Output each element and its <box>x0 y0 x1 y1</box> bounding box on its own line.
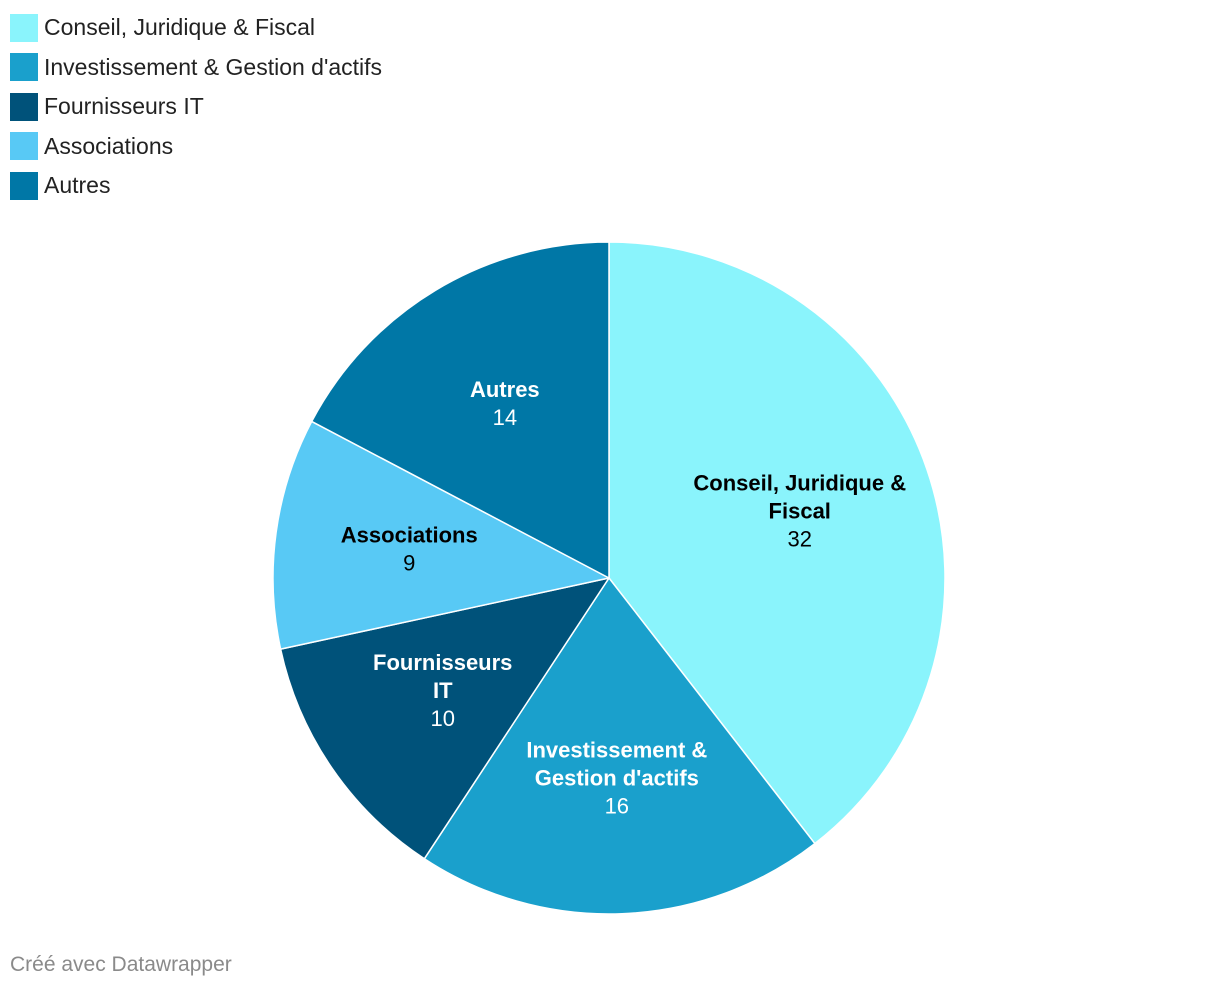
pie-slice-labels: Conseil, Juridique & Fiscal 32 Investisseme… <box>341 377 906 818</box>
slice-category-label: Investissement & <box>526 737 707 762</box>
slice-category-label: Conseil, Juridique & <box>693 471 906 496</box>
slice-category-label: Fiscal <box>769 499 831 524</box>
slice-value-label: 9 <box>403 551 415 576</box>
legend-item-associations: Associations <box>10 127 382 167</box>
pie-slice-fournisseurs-it <box>279 577 610 860</box>
slice-category-label: Gestion d'actifs <box>535 765 699 790</box>
legend-swatch-conseil <box>10 13 38 42</box>
legend-item-investissement: Investissement & Gestion d'actifs <box>10 48 382 88</box>
slice-value-label: 32 <box>788 527 812 552</box>
slice-category-label: Fournisseurs <box>373 650 512 675</box>
legend-item-autres: Autres <box>10 166 382 206</box>
legend-label-investissement: Investissement & Gestion d'actifs <box>44 53 383 80</box>
legend-swatch-fournisseurs-it <box>10 92 38 121</box>
datawrapper-credit: Créé avec Datawrapper <box>10 953 232 976</box>
slice-value-label: 10 <box>431 706 455 731</box>
slice-label-associations: Associations 9 <box>341 523 478 576</box>
slice-category-label: Autres <box>470 377 540 402</box>
slice-label-investissement-gestion-d-actifs: Investissement & Gestion d'actifs 16 <box>526 737 707 818</box>
slice-category-label: Associations <box>341 523 478 548</box>
slice-value-label: 16 <box>605 793 629 818</box>
legend-item-fournisseurs-it: Fournisseurs IT <box>10 87 382 127</box>
slice-value-label: 14 <box>493 405 517 430</box>
pie-slices <box>272 241 946 915</box>
legend-swatch-autres <box>10 171 38 200</box>
pie-slice-associations <box>272 420 610 650</box>
legend-swatch-investissement <box>10 53 38 82</box>
chart-legend: Conseil, Juridique & Fiscal Investisseme… <box>10 8 382 206</box>
pie-slice-autres <box>310 241 610 579</box>
legend-label-autres: Autres <box>44 172 111 199</box>
legend-item-conseil: Conseil, Juridique & Fiscal <box>10 8 382 48</box>
legend-label-conseil: Conseil, Juridique & Fiscal <box>44 14 316 41</box>
slice-label-fournisseurs-it: Fournisseurs IT 10 <box>373 650 512 731</box>
legend-label-fournisseurs-it: Fournisseurs IT <box>44 93 204 120</box>
legend-swatch-associations <box>10 132 38 161</box>
slice-category-label: IT <box>433 678 453 703</box>
slice-label-conseil-juridique-fiscal: Conseil, Juridique & Fiscal 32 <box>693 471 906 552</box>
pie-slice-conseil-juridique-fiscal <box>608 241 946 845</box>
pie-slice-investissement-gestion-d-actifs <box>423 577 816 915</box>
legend-label-associations: Associations <box>44 132 174 159</box>
slice-label-autres: Autres 14 <box>470 377 540 430</box>
